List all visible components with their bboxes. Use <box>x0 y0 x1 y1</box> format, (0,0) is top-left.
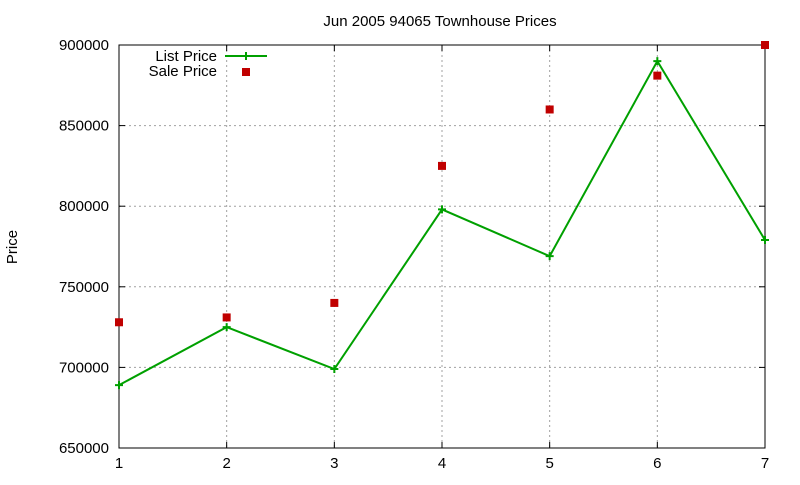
x-tick-label: 2 <box>222 455 230 472</box>
x-tick-label: 5 <box>545 455 553 472</box>
y-tick-label: 800000 <box>59 198 109 215</box>
x-tick-label: 1 <box>115 455 123 472</box>
sale-price-point <box>222 313 231 322</box>
legend-label-sale-price: Sale Price <box>149 63 217 80</box>
x-tick-label: 4 <box>438 455 446 472</box>
sale-price-point <box>653 71 662 80</box>
list-price-point <box>653 57 662 66</box>
x-tick-label: 3 <box>330 455 338 472</box>
x-tick-label: 7 <box>761 455 769 472</box>
chart-title: Jun 2005 94065 Townhouse Prices <box>323 13 556 30</box>
x-tick-label: 6 <box>653 455 661 472</box>
list-price-point <box>438 205 446 214</box>
list-price-point <box>222 323 231 332</box>
sale-price-point <box>545 105 554 114</box>
axis-ticks: 1 2 3 4 5 6 7 650000 700000 750000 800000 850000 900… <box>59 37 769 472</box>
legend-marker-sale-price <box>242 68 250 76</box>
sale-price-point <box>330 298 339 307</box>
y-axis-label: Price <box>4 230 21 264</box>
list-price-point <box>761 236 769 245</box>
series-layer <box>115 41 769 390</box>
y-tick-label: 900000 <box>59 37 109 54</box>
list-price-point <box>115 381 123 390</box>
list-price-point <box>330 365 339 374</box>
y-tick-label: 650000 <box>59 440 109 457</box>
sale-price-point <box>761 41 769 49</box>
y-tick-label: 700000 <box>59 359 109 376</box>
legend-marker-list-price <box>242 52 250 60</box>
sale-price-point <box>115 318 123 327</box>
sale-price-point <box>438 161 446 170</box>
y-tick-label: 750000 <box>59 279 109 296</box>
list-price-point <box>545 252 554 261</box>
grid <box>119 45 765 448</box>
y-tick-label: 850000 <box>59 118 109 135</box>
legend-label-list-price: List Price <box>155 48 217 65</box>
